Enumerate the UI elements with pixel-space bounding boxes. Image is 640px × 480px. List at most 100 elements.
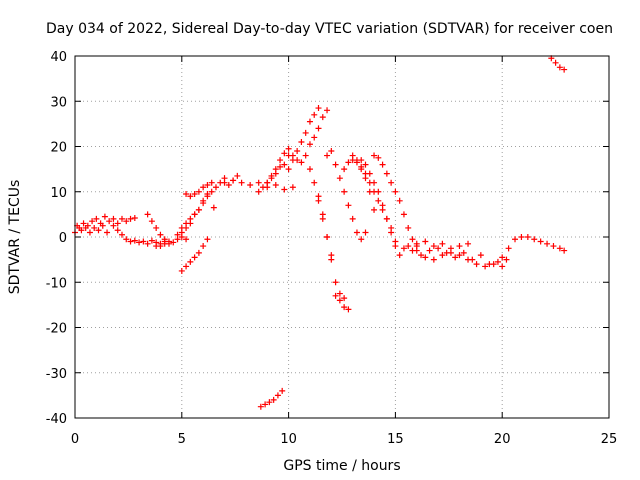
series-arc-r	[341, 157, 378, 213]
data-point	[435, 245, 442, 252]
data-point	[104, 229, 111, 236]
data-point	[552, 59, 559, 66]
data-point	[204, 191, 211, 198]
data-point	[556, 245, 563, 252]
data-point	[319, 211, 326, 218]
series-arc-y	[499, 234, 568, 261]
x-tick-labels: 0 5 10 15 20 25	[71, 432, 617, 447]
data-point	[422, 254, 429, 261]
data-point	[89, 218, 96, 225]
data-point	[306, 118, 313, 125]
data-point	[328, 148, 335, 155]
data-point	[345, 202, 352, 209]
data-point	[439, 240, 446, 247]
data-point	[101, 213, 108, 220]
data-point	[259, 184, 266, 191]
data-point	[148, 218, 155, 225]
data-point	[388, 179, 395, 186]
data-point	[375, 154, 382, 161]
data-point	[332, 279, 339, 286]
data-point	[336, 290, 343, 297]
data-point	[183, 263, 190, 270]
series-stray	[210, 204, 217, 211]
data-point	[324, 152, 331, 159]
data-point	[298, 138, 305, 145]
data-point	[153, 243, 160, 250]
data-point	[281, 161, 288, 168]
data-point	[336, 297, 343, 304]
data-point	[537, 238, 544, 245]
plot-frame	[74, 55, 610, 419]
x-tick-label: 10	[280, 432, 297, 447]
data-point	[341, 188, 348, 195]
series-arc-t	[358, 157, 403, 259]
series-arc-m	[298, 107, 331, 166]
data-point	[140, 238, 147, 245]
data-point	[144, 211, 151, 218]
data-point	[499, 254, 506, 261]
data-point	[392, 188, 399, 195]
data-point	[494, 258, 501, 265]
data-point	[311, 179, 318, 186]
series-arc-k	[264, 152, 292, 186]
series-arc-g	[178, 236, 211, 274]
data-point	[383, 215, 390, 222]
series-arc-a2	[74, 222, 111, 236]
data-point	[413, 247, 420, 254]
data-point	[375, 197, 382, 204]
data-point	[289, 184, 296, 191]
data-point	[262, 401, 269, 408]
data-point	[82, 224, 89, 231]
data-point	[371, 152, 378, 159]
data-point	[366, 170, 373, 177]
data-point	[272, 181, 279, 188]
data-point	[91, 224, 98, 231]
data-point	[371, 179, 378, 186]
x-axis-label: GPS time / hours	[283, 458, 400, 474]
data-point	[86, 229, 93, 236]
data-point	[110, 215, 117, 222]
data-point	[556, 64, 563, 71]
data-point	[183, 220, 190, 227]
series-arc-n	[306, 166, 335, 259]
data-point	[405, 224, 412, 231]
data-point	[550, 243, 557, 250]
data-point	[430, 256, 437, 263]
data-point	[422, 238, 429, 245]
x-tick-label: 25	[601, 432, 618, 447]
data-point	[234, 172, 241, 179]
y-tick-label: 20	[50, 141, 67, 156]
data-point	[95, 227, 102, 234]
data-point	[153, 224, 160, 231]
data-point	[264, 179, 271, 186]
data-point	[460, 249, 467, 256]
data-point	[191, 191, 198, 198]
data-point	[195, 249, 202, 256]
data-point	[200, 184, 207, 191]
data-point	[127, 215, 134, 222]
data-point	[221, 179, 228, 186]
data-point	[324, 107, 331, 114]
data-point	[499, 263, 506, 270]
data-point	[430, 243, 437, 250]
data-point	[302, 129, 309, 136]
data-point	[225, 181, 232, 188]
data-point	[161, 238, 168, 245]
data-point	[302, 152, 309, 159]
data-point	[204, 181, 211, 188]
data-point	[187, 215, 194, 222]
series-arc-b	[110, 222, 168, 250]
y-tick-label: 30	[50, 95, 67, 110]
data-point	[315, 105, 322, 112]
data-point	[477, 252, 484, 259]
data-point	[277, 157, 284, 164]
data-point	[447, 245, 454, 252]
data-point	[114, 220, 121, 227]
data-point	[544, 240, 551, 247]
data-point	[306, 141, 313, 148]
data-point	[315, 193, 322, 200]
data-point	[247, 181, 254, 188]
data-point	[375, 188, 382, 195]
data-point	[362, 229, 369, 236]
data-point	[257, 403, 264, 410]
